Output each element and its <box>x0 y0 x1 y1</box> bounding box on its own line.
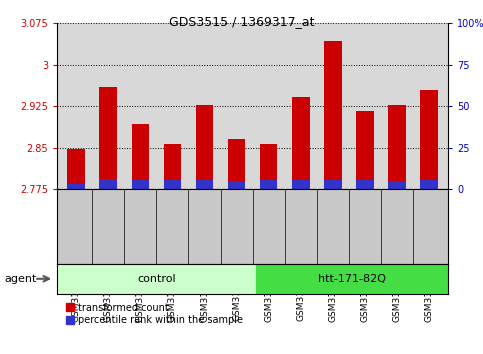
Bar <box>420 90 438 189</box>
Text: htt-171-82Q: htt-171-82Q <box>318 274 386 284</box>
Bar <box>164 180 181 189</box>
Text: control: control <box>137 274 176 284</box>
Legend: transformed count, percentile rank within the sample: transformed count, percentile rank withi… <box>62 299 247 329</box>
Bar <box>196 180 213 189</box>
Bar <box>99 87 117 189</box>
Bar <box>260 180 277 189</box>
Bar <box>324 180 341 189</box>
Bar <box>356 111 374 189</box>
Bar <box>164 144 181 189</box>
Bar <box>324 41 341 189</box>
Bar <box>356 180 374 189</box>
Bar <box>388 105 406 189</box>
Bar <box>260 144 277 189</box>
Bar <box>228 139 245 189</box>
Bar <box>388 181 406 189</box>
Bar <box>131 180 149 189</box>
Bar <box>292 180 310 189</box>
Bar <box>292 97 310 189</box>
Bar <box>68 184 85 189</box>
Bar <box>228 181 245 189</box>
Bar <box>420 180 438 189</box>
Bar <box>196 105 213 189</box>
Text: agent: agent <box>5 274 37 284</box>
Bar <box>99 179 117 189</box>
Text: GDS3515 / 1369317_at: GDS3515 / 1369317_at <box>169 15 314 28</box>
Bar <box>131 124 149 189</box>
Bar <box>68 149 85 189</box>
